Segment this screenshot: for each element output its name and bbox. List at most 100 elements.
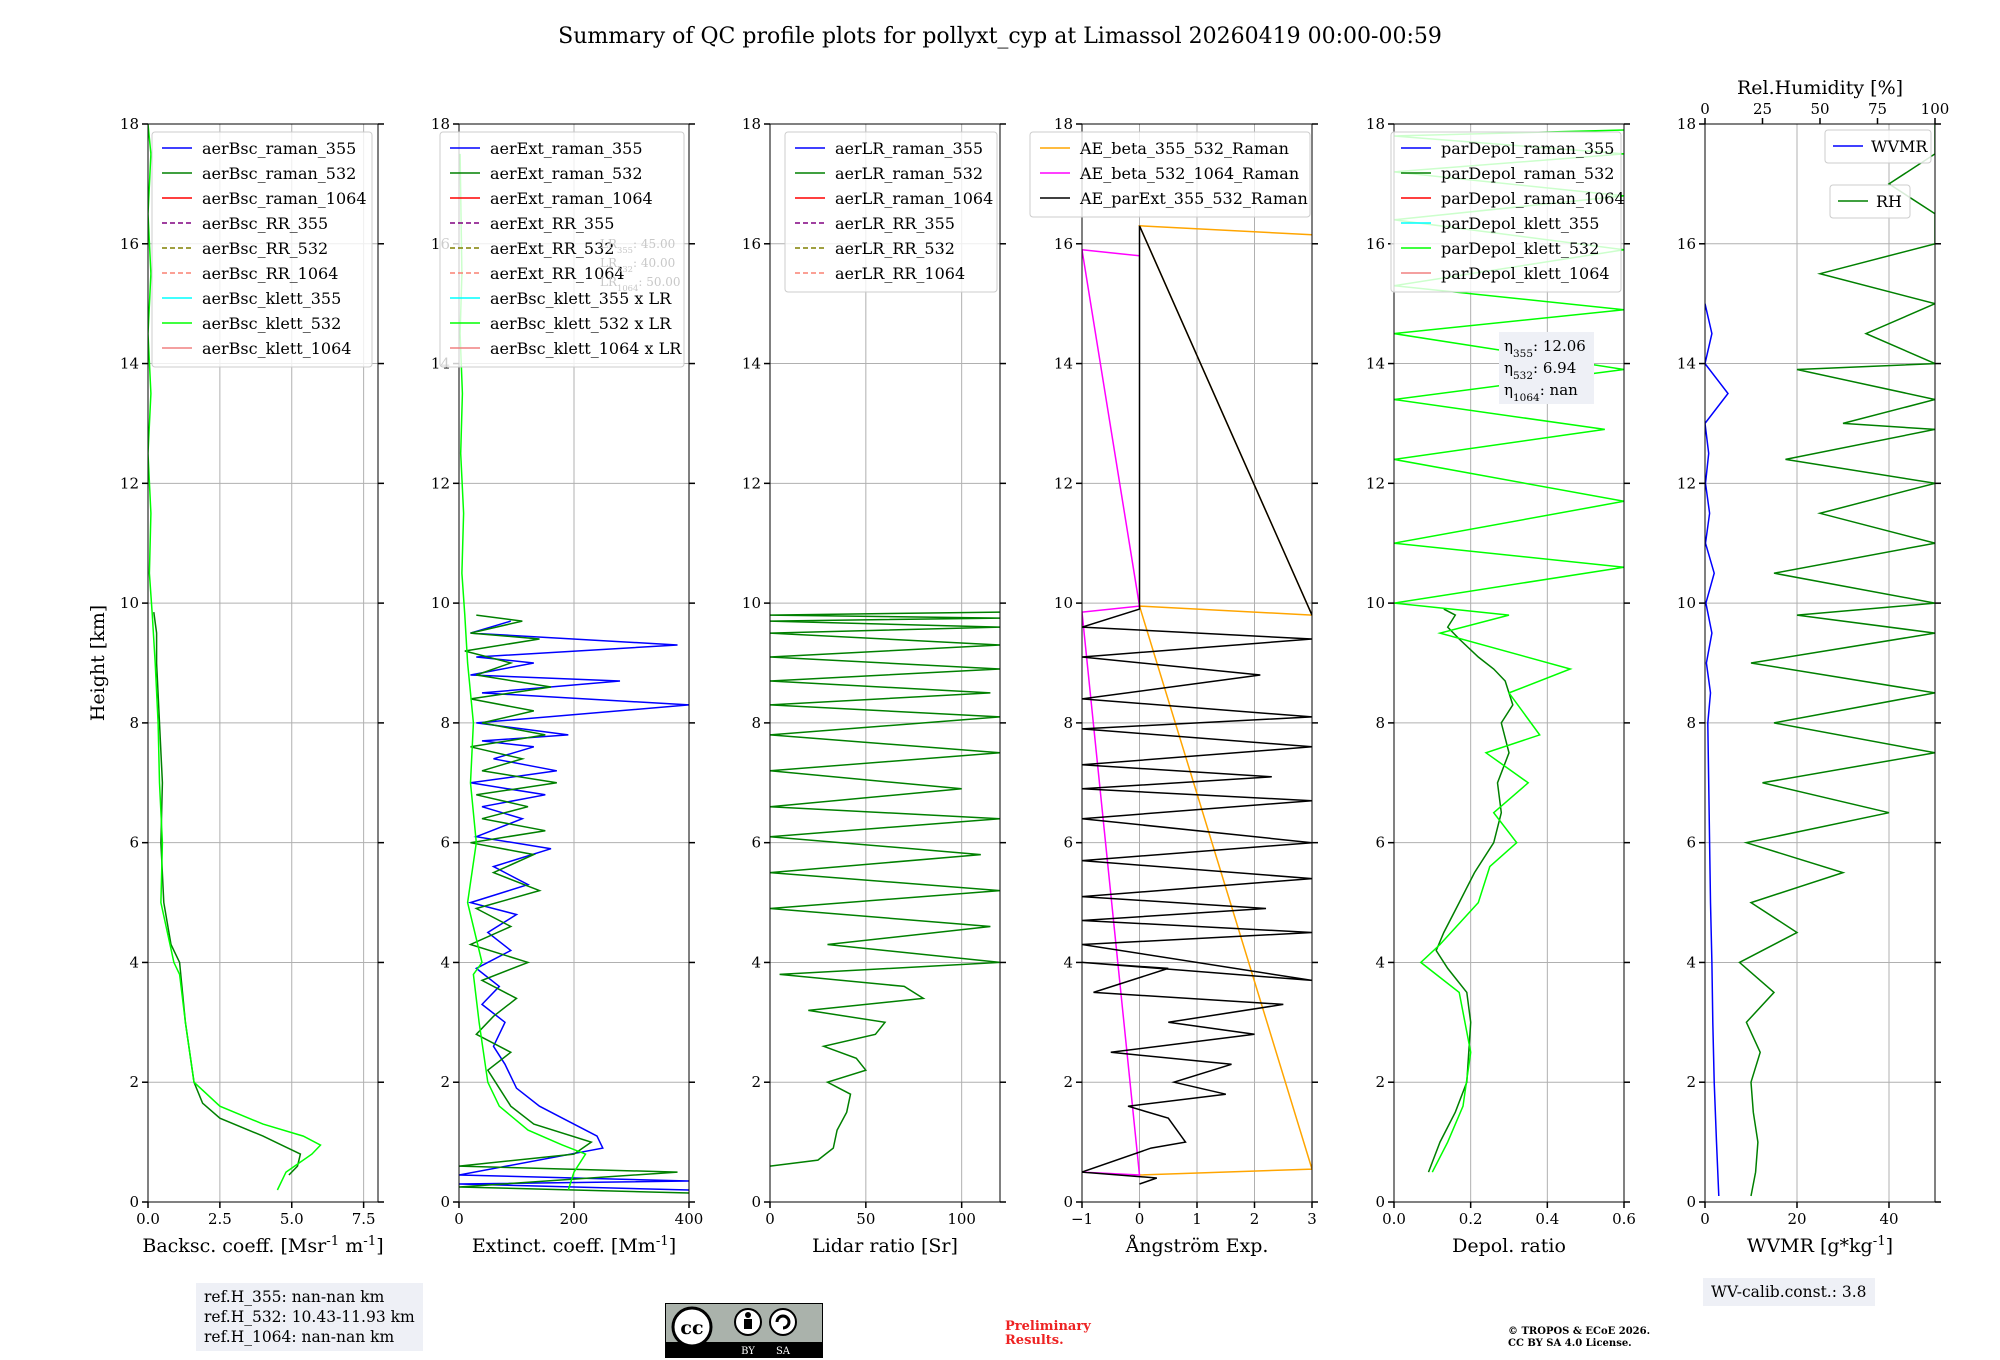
ytick-label: 10 — [1366, 594, 1385, 612]
preliminary-line-1: Preliminary — [1005, 1319, 1091, 1334]
ytick-label: 12 — [1677, 474, 1696, 492]
ytick-label: 16 — [1054, 235, 1073, 253]
ytick-label: 2 — [751, 1073, 761, 1091]
ytick-label: 10 — [1677, 594, 1696, 612]
legend-box — [151, 131, 373, 368]
cc-license-badge: cc BY SA — [665, 1303, 823, 1358]
xtick-label: −1 — [1071, 1210, 1093, 1228]
xtick-label: 3 — [1307, 1210, 1317, 1228]
reference-height-box: ref.H_355: nan-nan km ref.H_532: 10.43-1… — [196, 1283, 423, 1351]
legend-label: aerLR_RR_355 — [835, 214, 955, 233]
legend-label: aerLR_raman_355 — [835, 139, 983, 158]
ytick-label: 2 — [1063, 1073, 1073, 1091]
ytick-label: 0 — [1686, 1193, 1696, 1211]
legend-label: parDepol_raman_355 — [1441, 139, 1614, 158]
xtick-label: 0 — [765, 1210, 775, 1228]
legend-label: parDepol_klett_355 — [1441, 214, 1599, 233]
ytick-label: 8 — [751, 714, 761, 732]
legend-label: aerBsc_raman_1064 — [202, 189, 367, 208]
xaxis-label: Ångström Exp. — [1125, 1235, 1269, 1257]
legend-label: RH — [1876, 192, 1902, 211]
xtick-label: 2.5 — [208, 1210, 232, 1228]
xaxis-label: Backsc. coeff. [Msr-1 m-1] — [142, 1234, 383, 1258]
by-icon — [734, 1308, 762, 1336]
legend-label: aerExt_RR_1064 — [490, 264, 625, 283]
xtick-label: 0.0 — [136, 1210, 160, 1228]
ytick-label: 4 — [440, 953, 450, 971]
legend-label: aerBsc_klett_1064 — [202, 339, 351, 358]
ytick-label: 2 — [440, 1073, 450, 1091]
series-AE_beta_532_1064_Raman — [1082, 249, 1141, 1176]
xtick-label: 200 — [560, 1210, 589, 1228]
yaxis-label: Height [km] — [87, 605, 109, 721]
ytick-label: 14 — [1054, 355, 1073, 373]
legend-label: aerLR_raman_1064 — [835, 189, 993, 208]
license-sa-label: SA — [776, 1346, 791, 1357]
legend-label: aerBsc_klett_355 — [202, 289, 341, 308]
xtick-label: 7.5 — [352, 1210, 376, 1228]
legend-label: AE_beta_532_1064_Raman — [1079, 164, 1299, 183]
ytick-label: 4 — [1375, 953, 1385, 971]
copyright-line-2: CC BY SA 4.0 License. — [1508, 1338, 1632, 1349]
sa-icon — [769, 1308, 797, 1336]
xtick-label: 0 — [1135, 1210, 1145, 1228]
panel-bsc: 0 2 4 6 8 10 12 14 16 18 0.0 2.5 5.0 7.5 Backsc. coeff… — [87, 115, 384, 1257]
xtick-label: 0.4 — [1535, 1210, 1559, 1228]
lr-annotation: LR355: 45.00 — [600, 237, 675, 255]
series-aerBsc_klett_532 x LR — [459, 153, 587, 1191]
lr-annotation: LR1064: 50.00 — [600, 275, 681, 293]
ytick-label: 4 — [129, 953, 139, 971]
ytick-label: 8 — [1686, 714, 1696, 732]
series-group — [770, 611, 1000, 1167]
legend-label: aerBsc_RR_532 — [202, 239, 328, 258]
ytick-label: 10 — [120, 594, 139, 612]
ytick-label: 0 — [1063, 1193, 1073, 1211]
series-WVMR — [1705, 303, 1729, 1197]
series-group — [1082, 224, 1312, 1185]
copyright-notice: © TROPOS & ECoE 2026. CC BY SA 4.0 Licen… — [1508, 1326, 1650, 1350]
ytick-label: 2 — [1375, 1073, 1385, 1091]
panel-ext: 0246810121416180200400Extinct. coeff. [M… — [431, 115, 703, 1257]
legend-label: aerBsc_RR_1064 — [202, 264, 338, 283]
ytick-label: 18 — [120, 115, 139, 133]
series-group — [1705, 124, 1935, 1197]
ytick-label: 18 — [742, 115, 761, 133]
top-xtick-label: 0 — [1700, 100, 1710, 118]
legend-box — [1029, 131, 1311, 218]
legend-label: aerExt_RR_355 — [490, 214, 614, 233]
ytick-label: 12 — [1366, 474, 1385, 492]
xtick-label: 0 — [1700, 1210, 1710, 1228]
series-RH — [1738, 124, 1935, 1197]
ytick-label: 12 — [742, 474, 761, 492]
ytick-label: 14 — [1366, 355, 1385, 373]
axes-frame — [1704, 123, 1936, 1203]
legend-label: aerBsc_RR_355 — [202, 214, 328, 233]
legend-label: aerBsc_klett_532 x LR — [490, 314, 672, 333]
xtick-label: 0.2 — [1459, 1210, 1483, 1228]
axes-frame — [147, 123, 379, 1203]
ytick-label: 18 — [1366, 115, 1385, 133]
xaxis-label: WVMR [g*kg-1] — [1747, 1234, 1893, 1258]
eta-annotation: η355: 12.06 — [1504, 337, 1586, 360]
ytick-label: 10 — [1054, 594, 1073, 612]
legend-label: aerBsc_klett_1064 x LR — [490, 339, 682, 358]
top-xtick-label: 100 — [1921, 100, 1950, 118]
xtick-label: 40 — [1879, 1210, 1898, 1228]
ytick-label: 10 — [742, 594, 761, 612]
legend-label: parDepol_klett_532 — [1441, 239, 1599, 258]
axes-frame — [1393, 123, 1625, 1203]
ytick-label: 18 — [431, 115, 450, 133]
legend-label: aerBsc_raman_355 — [202, 139, 356, 158]
legend-label: aerExt_raman_1064 — [490, 189, 653, 208]
xaxis-label: Depol. ratio — [1452, 1235, 1566, 1257]
ytick-label: 6 — [1375, 834, 1385, 852]
legend-label: aerBsc_klett_355 x LR — [490, 289, 672, 308]
ytick-label: 0 — [129, 1193, 139, 1211]
series-parDepol_raman_532 — [1427, 608, 1514, 1173]
wv-calibration-box: WV-calib.const.: 3.8 — [1703, 1278, 1875, 1306]
legend-label: parDepol_klett_1064 — [1441, 264, 1610, 283]
legend-label: parDepol_raman_1064 — [1441, 189, 1625, 208]
figure-title: Summary of QC profile plots for pollyxt_… — [558, 24, 1442, 49]
